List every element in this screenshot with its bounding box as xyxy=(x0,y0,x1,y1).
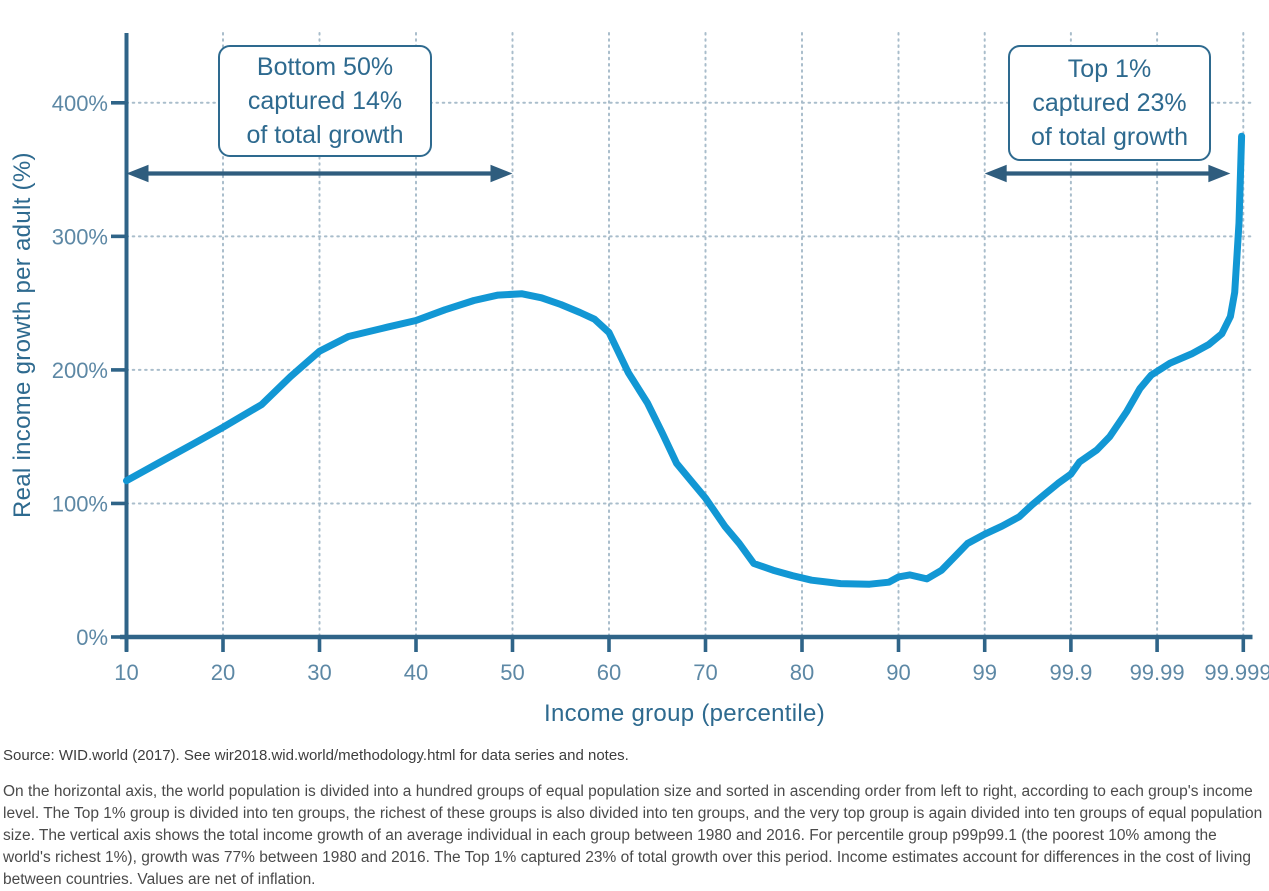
x-tick-label: 99.9 xyxy=(1049,660,1092,685)
y-tick-label: 400% xyxy=(52,91,108,116)
arrowhead-right xyxy=(490,164,513,183)
annotation-top1-box: Top 1% captured 23% of total growth xyxy=(1008,45,1211,161)
y-tick-label: 100% xyxy=(52,491,108,516)
x-tick-label: 80 xyxy=(790,660,814,685)
x-tick-label: 70 xyxy=(693,660,717,685)
y-tick-label: 300% xyxy=(52,224,108,249)
x-tick-label: 60 xyxy=(597,660,621,685)
x-tick-label: 90 xyxy=(886,660,910,685)
x-tick-label: 99 xyxy=(972,660,996,685)
x-axis-title: Income group (percentile) xyxy=(544,700,825,727)
source-caption: Source: WID.world (2017). See wir2018.wi… xyxy=(3,747,629,764)
x-tick-label: 30 xyxy=(307,660,331,685)
income-growth-curve xyxy=(123,132,1246,588)
x-tick-label: 99.99 xyxy=(1130,660,1185,685)
y-tick-label: 200% xyxy=(52,358,108,383)
annotation-bottom50-box: Bottom 50% captured 14% of total growth xyxy=(218,45,432,157)
x-tick-label: 50 xyxy=(500,660,524,685)
arrowhead-left xyxy=(126,164,149,183)
arrowhead-right xyxy=(1208,164,1231,183)
y-tick-label: 0% xyxy=(76,625,108,650)
methodology-note: On the horizontal axis, the world popula… xyxy=(3,783,1263,888)
x-tick-label: 40 xyxy=(404,660,428,685)
x-tick-label: 99.999 xyxy=(1204,660,1269,685)
x-tick-label: 10 xyxy=(114,660,138,685)
arrowhead-left xyxy=(984,164,1007,183)
x-tick-label: 20 xyxy=(211,660,235,685)
y-axis-title: Real income growth per adult (%) xyxy=(9,152,36,518)
